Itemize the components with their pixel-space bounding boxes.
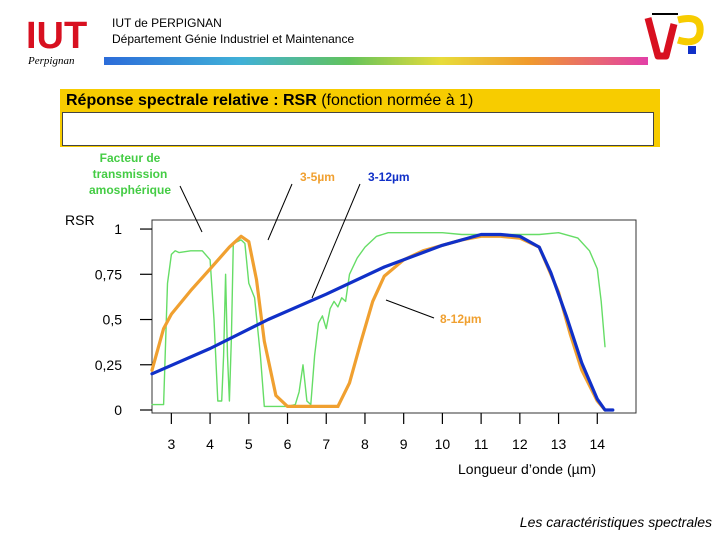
- slide-title: Réponse spectrale relative : RSR (foncti…: [66, 92, 473, 110]
- band-812-label: 8-12µm: [440, 312, 482, 326]
- band-312-pointer: [311, 183, 361, 299]
- atmos-label-line1: Facteur de: [100, 151, 161, 165]
- atmos-pointer: [179, 185, 203, 233]
- series-layer: [150, 232, 615, 412]
- y-axis-label: RSR: [65, 212, 95, 228]
- slide-title-rest: (fonction normée à 1): [316, 92, 474, 109]
- x-tick-label: 9: [400, 436, 408, 452]
- slide-title-bold: Réponse spectrale relative : RSR: [66, 92, 317, 109]
- header-line1: IUT de PERPIGNAN: [112, 16, 222, 30]
- x-tick-label: 7: [322, 436, 330, 452]
- x-tick-label: 10: [435, 436, 451, 452]
- x-tick-label: 8: [361, 436, 369, 452]
- iut-logo-text: IUT: [26, 15, 87, 57]
- x-tick-label: 5: [245, 436, 253, 452]
- y-tick-label: 0,25: [95, 357, 122, 373]
- title-box: Réponse spectrale relative : RSR (foncti…: [60, 89, 660, 147]
- y-tick-label: 0,75: [95, 266, 122, 282]
- band-35-pointer: [267, 183, 293, 241]
- x-tick-label: 3: [167, 436, 175, 452]
- y-tick-label: 1: [114, 221, 122, 237]
- header-text: IUT de PERPIGNAN Département Génie Indus…: [112, 15, 354, 47]
- x-tick-label: 11: [474, 436, 489, 452]
- x-tick-label: 6: [284, 436, 292, 452]
- x-tick-label: 4: [206, 436, 214, 452]
- x-tick-label: 14: [589, 436, 605, 452]
- series-line-1: [150, 234, 340, 408]
- up-logo: [644, 13, 704, 60]
- band-812-pointer: [385, 299, 435, 319]
- iut-logo-sub: Perpignan: [27, 55, 75, 67]
- y-tick-label: 0,5: [103, 312, 123, 328]
- x-tick-label: 13: [551, 436, 567, 452]
- y-axis: 0 0,25 0,5 0,75 1: [95, 221, 152, 418]
- band-312-label: 3-12µm: [368, 170, 410, 184]
- title-inner-box: [62, 112, 654, 146]
- slide-footer: Les caractéristiques spectrales: [519, 514, 712, 530]
- x-tick-label: 12: [512, 436, 528, 452]
- atmos-label-line3: amosphérique: [89, 183, 171, 197]
- iut-logo: IUT Perpignan: [26, 15, 87, 67]
- y-tick-label: 0: [114, 402, 122, 418]
- x-axis-label: Longueur d’onde (µm): [458, 461, 596, 477]
- header-gradient-bar: [104, 57, 648, 65]
- atmos-label-line2: transmission: [93, 167, 168, 181]
- x-axis: 3 4 5 6 7 8 9 10 11 12 13 14: [167, 413, 605, 452]
- series-line-4: [151, 232, 606, 408]
- band-35-label: 3-5µm: [300, 170, 335, 184]
- series-line-3: [150, 232, 615, 412]
- header-line2: Département Génie Industriel et Maintena…: [112, 32, 355, 46]
